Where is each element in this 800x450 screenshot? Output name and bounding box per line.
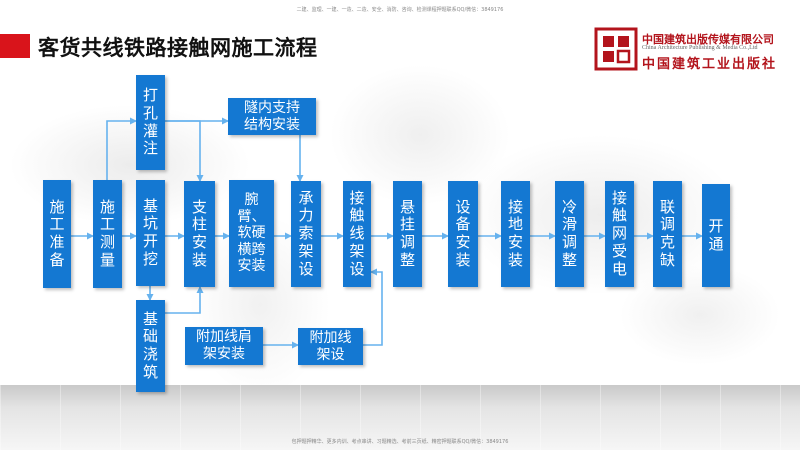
node-extra-line-erection-label: 附加线 架设	[309, 329, 352, 363]
node-open-traffic-label: 开 通	[708, 216, 724, 253]
arrow-drilling-to-pillar	[165, 120, 204, 182]
title-accent-bar	[0, 34, 30, 58]
node-joint-debug: 联 调 克 缺	[653, 181, 682, 287]
arrow-extraline-to-contact	[363, 268, 383, 346]
publisher-subname: 中国建筑工业出版社	[642, 57, 778, 72]
node-drilling-grouting-label: 打 孔 灌 注	[142, 86, 158, 158]
node-tunnel-support: 隧内支持 结构安装	[228, 98, 316, 135]
node-drilling-grouting: 打 孔 灌 注	[136, 75, 165, 170]
node-cold-slide-adjust-label: 冷 滑 调 整	[561, 197, 577, 269]
node-catenary-erection-label: 承 力 索 架 设	[298, 188, 314, 278]
node-open-traffic: 开 通	[702, 184, 730, 287]
node-equipment-install-label: 设 备 安 装	[455, 197, 471, 269]
node-shoulder-bracket: 附加线肩 架安装	[185, 327, 263, 365]
top-watermark-note: 二建、监理、一建、一造、二造、安全、消防、咨询、检测课程押题联系QQ/微信：38…	[296, 7, 504, 13]
background-floor-lines	[0, 385, 800, 450]
node-construction-prep-label: 施 工 准 备	[49, 197, 65, 269]
node-cantilever-install-label: 腕臂、 软硬 横跨 安装	[237, 192, 266, 275]
node-energization: 接 触 网 受 电	[605, 181, 634, 287]
node-suspension-adjust-label: 悬 挂 调 整	[399, 197, 415, 269]
bottom-watermark-note: 包押题押精华、更多内训、考点串讲、习题精选、考前三页纸、精密押题联系QQ/微信：…	[291, 439, 509, 445]
node-pillar-installation: 支 柱 安 装	[184, 181, 215, 287]
arrow-foundation-to-pillar	[165, 286, 204, 314]
node-pit-excavation: 基 坑 开 挖	[136, 180, 165, 286]
node-cold-slide-adjust: 冷 滑 调 整	[555, 181, 584, 287]
node-suspension-adjust: 悬 挂 调 整	[393, 181, 422, 287]
node-pillar-installation-label: 支 柱 安 装	[191, 197, 207, 269]
node-tunnel-support-label: 隧内支持 结构安装	[244, 99, 300, 133]
node-catenary-erection: 承 力 索 架 设	[291, 181, 321, 287]
node-shoulder-bracket-label: 附加线肩 架安装	[196, 329, 252, 362]
background-floor	[0, 385, 800, 450]
node-joint-debug-label: 联 调 克 缺	[659, 197, 675, 269]
node-cantilever-install: 腕臂、 软硬 横跨 安装	[229, 180, 274, 287]
node-extra-line-erection: 附加线 架设	[298, 328, 363, 365]
arrow-survey-to-drilling	[106, 117, 137, 180]
node-energization-label: 接 触 网 受 电	[611, 188, 627, 278]
publisher-logo-icon	[594, 27, 638, 71]
node-pit-excavation-label: 基 坑 开 挖	[142, 196, 158, 268]
node-grounding-install-label: 接 地 安 装	[507, 197, 523, 269]
publisher-name: 中国建筑出版传媒有限公司	[642, 33, 774, 46]
node-construction-survey: 施 工 测 量	[93, 180, 122, 288]
publisher-logo: 中国建筑出版传媒有限公司 China Architecture Publishi…	[592, 27, 792, 73]
node-grounding-install: 接 地 安 装	[501, 181, 530, 287]
publisher-name-en: China Architecture Publishing & Media Co…	[642, 45, 758, 51]
node-construction-prep: 施 工 准 备	[43, 180, 71, 288]
page-title: 客货共线铁路接触网施工流程	[38, 36, 318, 60]
node-foundation-pouring: 基 础 浇 筑	[136, 300, 165, 392]
node-contact-wire-erection-label: 接 触 线 架 设	[349, 188, 365, 278]
node-construction-survey-label: 施 工 测 量	[99, 197, 115, 269]
node-foundation-pouring-label: 基 础 浇 筑	[142, 309, 158, 381]
node-contact-wire-erection: 接 触 线 架 设	[343, 181, 371, 287]
node-equipment-install: 设 备 安 装	[448, 181, 478, 287]
